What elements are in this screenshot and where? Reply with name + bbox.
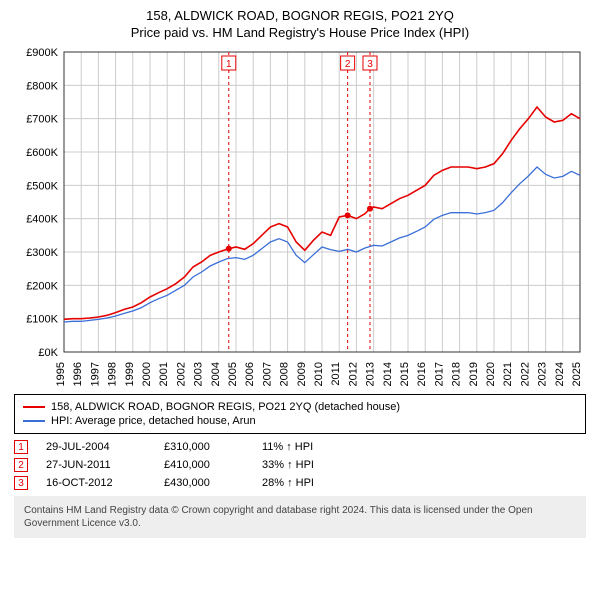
- svg-text:2013: 2013: [365, 362, 377, 386]
- svg-text:2025: 2025: [571, 362, 583, 386]
- svg-text:2023: 2023: [537, 362, 549, 386]
- svg-text:2015: 2015: [399, 362, 411, 386]
- sale-date: 27-JUN-2011: [46, 459, 146, 471]
- svg-text:1995: 1995: [55, 362, 67, 386]
- sale-marker-label: 1: [226, 59, 232, 70]
- svg-text:2020: 2020: [485, 362, 497, 386]
- svg-text:2002: 2002: [175, 362, 187, 386]
- svg-text:2017: 2017: [433, 362, 445, 386]
- svg-text:2011: 2011: [330, 362, 342, 386]
- footnote: Contains HM Land Registry data © Crown c…: [14, 496, 586, 538]
- sale-marker-label: 2: [345, 59, 351, 70]
- sale-date: 29-JUL-2004: [46, 441, 146, 453]
- legend-swatch: [23, 406, 45, 408]
- svg-text:£800K: £800K: [26, 80, 58, 92]
- svg-text:2016: 2016: [416, 362, 428, 386]
- svg-text:£900K: £900K: [26, 47, 58, 59]
- svg-text:2019: 2019: [468, 362, 480, 386]
- svg-text:1998: 1998: [107, 362, 119, 386]
- svg-text:2006: 2006: [244, 362, 256, 386]
- svg-text:2003: 2003: [193, 362, 205, 386]
- svg-text:£0K: £0K: [38, 347, 58, 359]
- line-chart-svg: £0K £100K £200K £300K £400K £500K £600K £700K £8…: [10, 46, 590, 386]
- legend-swatch: [23, 420, 45, 422]
- svg-text:2024: 2024: [554, 362, 566, 386]
- sale-price: £310,000: [164, 441, 244, 453]
- sale-row: 1 29-JUL-2004 £310,000 11% ↑ HPI: [14, 440, 586, 454]
- svg-text:2000: 2000: [141, 362, 153, 386]
- svg-text:2021: 2021: [502, 362, 514, 386]
- svg-text:2008: 2008: [279, 362, 291, 386]
- sales-table: 1 29-JUL-2004 £310,000 11% ↑ HPI 2 27-JUN-201…: [14, 440, 586, 490]
- svg-text:2010: 2010: [313, 362, 325, 386]
- chart-plot-area: £0K £100K £200K £300K £400K £500K £600K £700K £8…: [10, 46, 590, 386]
- sale-point: [226, 246, 232, 252]
- legend: 158, ALDWICK ROAD, BOGNOR REGIS, PO21 2Y…: [14, 394, 586, 434]
- sale-pct: 11% ↑ HPI: [262, 441, 352, 453]
- legend-row: HPI: Average price, detached house, Arun: [23, 415, 577, 427]
- chart-title: 158, ALDWICK ROAD, BOGNOR REGIS, PO21 2Y…: [10, 8, 590, 23]
- svg-text:2014: 2014: [382, 362, 394, 386]
- svg-text:2022: 2022: [519, 362, 531, 386]
- svg-text:2012: 2012: [347, 362, 359, 386]
- svg-text:£400K: £400K: [26, 214, 58, 226]
- legend-row: 158, ALDWICK ROAD, BOGNOR REGIS, PO21 2Y…: [23, 401, 577, 413]
- svg-text:£500K: £500K: [26, 180, 58, 192]
- sale-pct: 33% ↑ HPI: [262, 459, 352, 471]
- svg-text:1996: 1996: [72, 362, 84, 386]
- sale-row: 2 27-JUN-2011 £410,000 33% ↑ HPI: [14, 458, 586, 472]
- sale-marker-icon: 3: [14, 476, 28, 490]
- sale-point: [367, 206, 373, 212]
- sale-marker-label: 3: [367, 59, 373, 70]
- svg-text:2018: 2018: [451, 362, 463, 386]
- sale-marker-icon: 1: [14, 440, 28, 454]
- svg-text:£300K: £300K: [26, 247, 58, 259]
- sale-date: 16-OCT-2012: [46, 477, 146, 489]
- svg-text:2009: 2009: [296, 362, 308, 386]
- svg-text:1997: 1997: [89, 362, 101, 386]
- svg-text:£100K: £100K: [26, 314, 58, 326]
- svg-text:1999: 1999: [124, 362, 136, 386]
- sale-row: 3 16-OCT-2012 £430,000 28% ↑ HPI: [14, 476, 586, 490]
- sale-price: £410,000: [164, 459, 244, 471]
- svg-text:2001: 2001: [158, 362, 170, 386]
- chart-subtitle: Price paid vs. HM Land Registry's House …: [10, 25, 590, 40]
- svg-text:£200K: £200K: [26, 280, 58, 292]
- sale-pct: 28% ↑ HPI: [262, 477, 352, 489]
- svg-text:£700K: £700K: [26, 114, 58, 126]
- svg-text:2004: 2004: [210, 362, 222, 386]
- legend-label: 158, ALDWICK ROAD, BOGNOR REGIS, PO21 2Y…: [51, 401, 400, 413]
- svg-text:2007: 2007: [261, 362, 273, 386]
- svg-text:2005: 2005: [227, 362, 239, 386]
- sale-price: £430,000: [164, 477, 244, 489]
- svg-text:£600K: £600K: [26, 147, 58, 159]
- legend-label: HPI: Average price, detached house, Arun: [51, 415, 256, 427]
- sale-point: [345, 212, 351, 218]
- chart-container: 158, ALDWICK ROAD, BOGNOR REGIS, PO21 2Y…: [0, 0, 600, 544]
- sale-marker-icon: 2: [14, 458, 28, 472]
